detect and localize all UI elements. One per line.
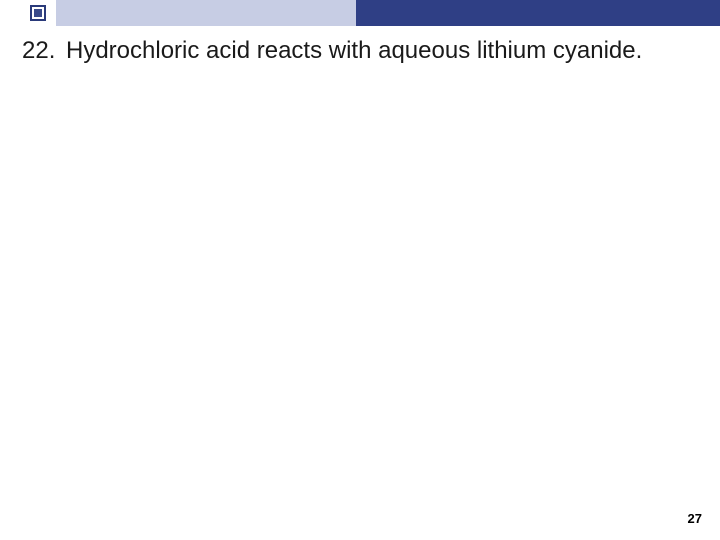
item-number: 22. xyxy=(22,36,66,66)
list-item: 22. Hydrochloric acid reacts with aqueou… xyxy=(22,36,680,66)
bullet-square-icon xyxy=(30,5,46,21)
bullet-marker xyxy=(28,0,56,26)
header-bar-dark xyxy=(356,0,720,26)
slide-content: 22. Hydrochloric acid reacts with aqueou… xyxy=(22,36,680,66)
header-bar xyxy=(28,0,720,26)
header-bar-light xyxy=(56,0,356,26)
bullet-inner-square xyxy=(34,9,42,17)
item-text: Hydrochloric acid reacts with aqueous li… xyxy=(66,36,680,66)
page-number: 27 xyxy=(688,511,702,526)
